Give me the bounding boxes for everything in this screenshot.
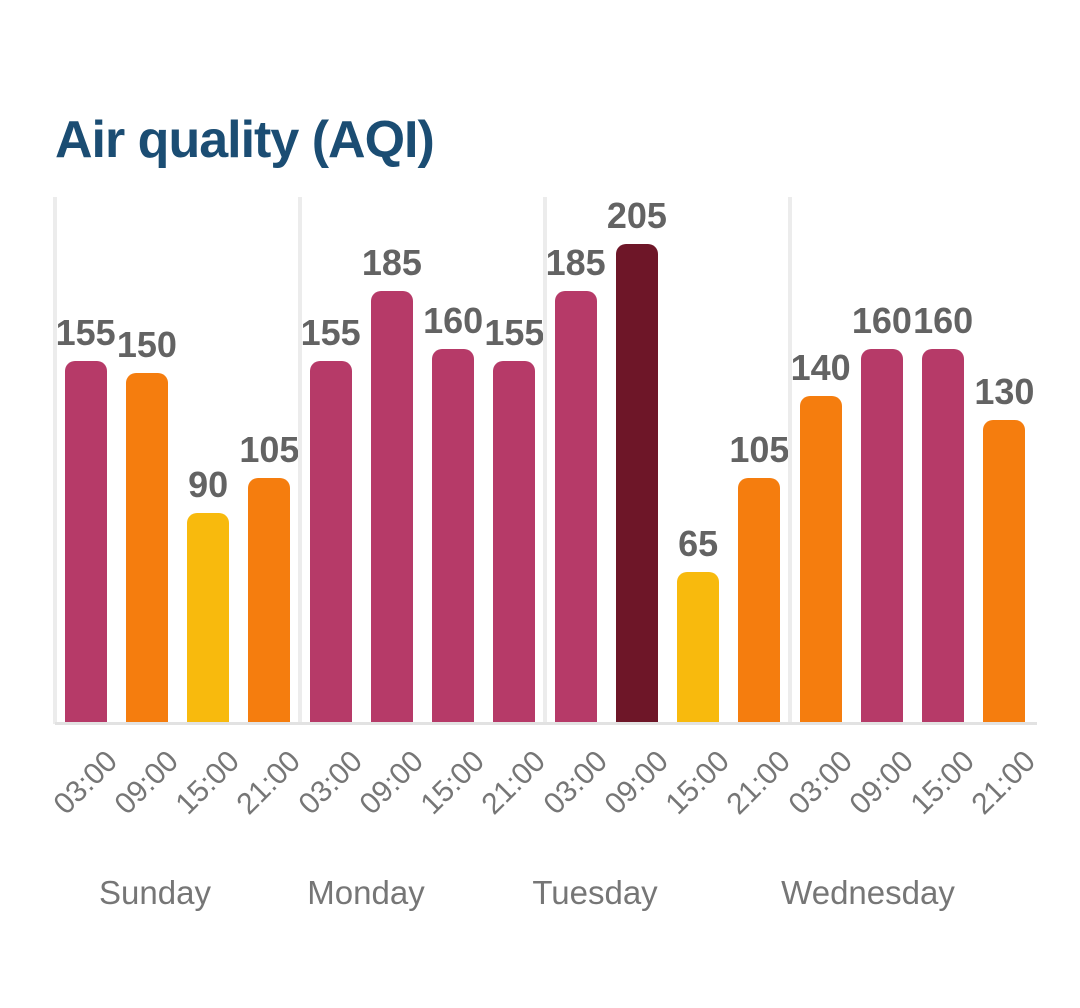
day-label: Wednesday [781, 874, 955, 911]
bar-value-label: 205 [606, 194, 667, 236]
x-tick-label: 21:00 [475, 744, 553, 822]
x-tick-label: 15:00 [659, 744, 737, 822]
x-tick-label: 03:00 [782, 744, 859, 822]
day-separator-grid-line [543, 197, 547, 724]
bar-wednesday-2100[interactable] [983, 419, 1026, 724]
x-tick-label: 21:00 [230, 744, 308, 822]
x-tick-label: 09:00 [843, 744, 920, 822]
bar-tuesday-0300[interactable] [554, 290, 597, 724]
x-tick-label: 03:00 [292, 744, 369, 822]
bar-value-label: 65 [678, 522, 719, 564]
day-label: Monday [307, 874, 425, 911]
x-tick-label: 09:00 [353, 744, 430, 822]
bar-value-label: 130 [974, 370, 1035, 412]
day-separator-grid-line [53, 197, 57, 724]
bar-sunday-0900[interactable] [125, 372, 168, 724]
bar-value-label: 140 [790, 347, 851, 389]
bar-tuesday-2100[interactable] [738, 478, 781, 724]
x-tick-label: 21:00 [965, 744, 1043, 822]
day-separator-grid-line [788, 197, 792, 724]
bar-tuesday-0900[interactable] [615, 243, 658, 724]
bar-wednesday-0900[interactable] [860, 349, 903, 724]
x-tick-label: 15:00 [414, 744, 492, 822]
bar-wednesday-0300[interactable] [799, 396, 842, 724]
bar-sunday-0300[interactable] [64, 360, 107, 724]
x-tick-label: 09:00 [108, 744, 185, 822]
bar-value-label: 160 [913, 300, 974, 342]
bar-value-label: 155 [300, 311, 361, 353]
bar-value-label: 160 [851, 300, 912, 342]
day-label: Tuesday [532, 874, 658, 911]
bar-value-label: 155 [55, 311, 116, 353]
x-tick-label: 03:00 [47, 744, 124, 822]
chart-title: Air quality (AQI) [55, 111, 435, 169]
bar-sunday-2100[interactable] [248, 478, 291, 724]
x-tick-label: 09:00 [598, 744, 675, 822]
bar-value-label: 150 [116, 323, 177, 365]
x-tick-label: 21:00 [720, 744, 798, 822]
day-separator-grid-line [298, 197, 302, 724]
bar-sunday-1500[interactable] [187, 513, 230, 724]
x-axis-baseline [55, 722, 1037, 725]
x-tick-label: 15:00 [904, 744, 982, 822]
bar-value-label: 105 [239, 429, 300, 471]
bar-monday-0300[interactable] [309, 360, 352, 724]
bar-tuesday-1500[interactable] [677, 571, 720, 724]
bar-monday-1500[interactable] [432, 349, 475, 724]
bar-monday-2100[interactable] [493, 360, 536, 724]
bar-value-label: 185 [545, 241, 606, 283]
bar-value-label: 155 [484, 311, 545, 353]
x-tick-label: 03:00 [537, 744, 614, 822]
x-tick-label: 15:00 [169, 744, 247, 822]
bar-value-label: 90 [188, 464, 229, 506]
bar-value-label: 105 [729, 429, 790, 471]
day-label: Sunday [99, 874, 211, 911]
bar-monday-0900[interactable] [370, 290, 413, 724]
bar-value-label: 185 [361, 241, 422, 283]
bar-value-label: 160 [423, 300, 484, 342]
bar-wednesday-1500[interactable] [922, 349, 965, 724]
